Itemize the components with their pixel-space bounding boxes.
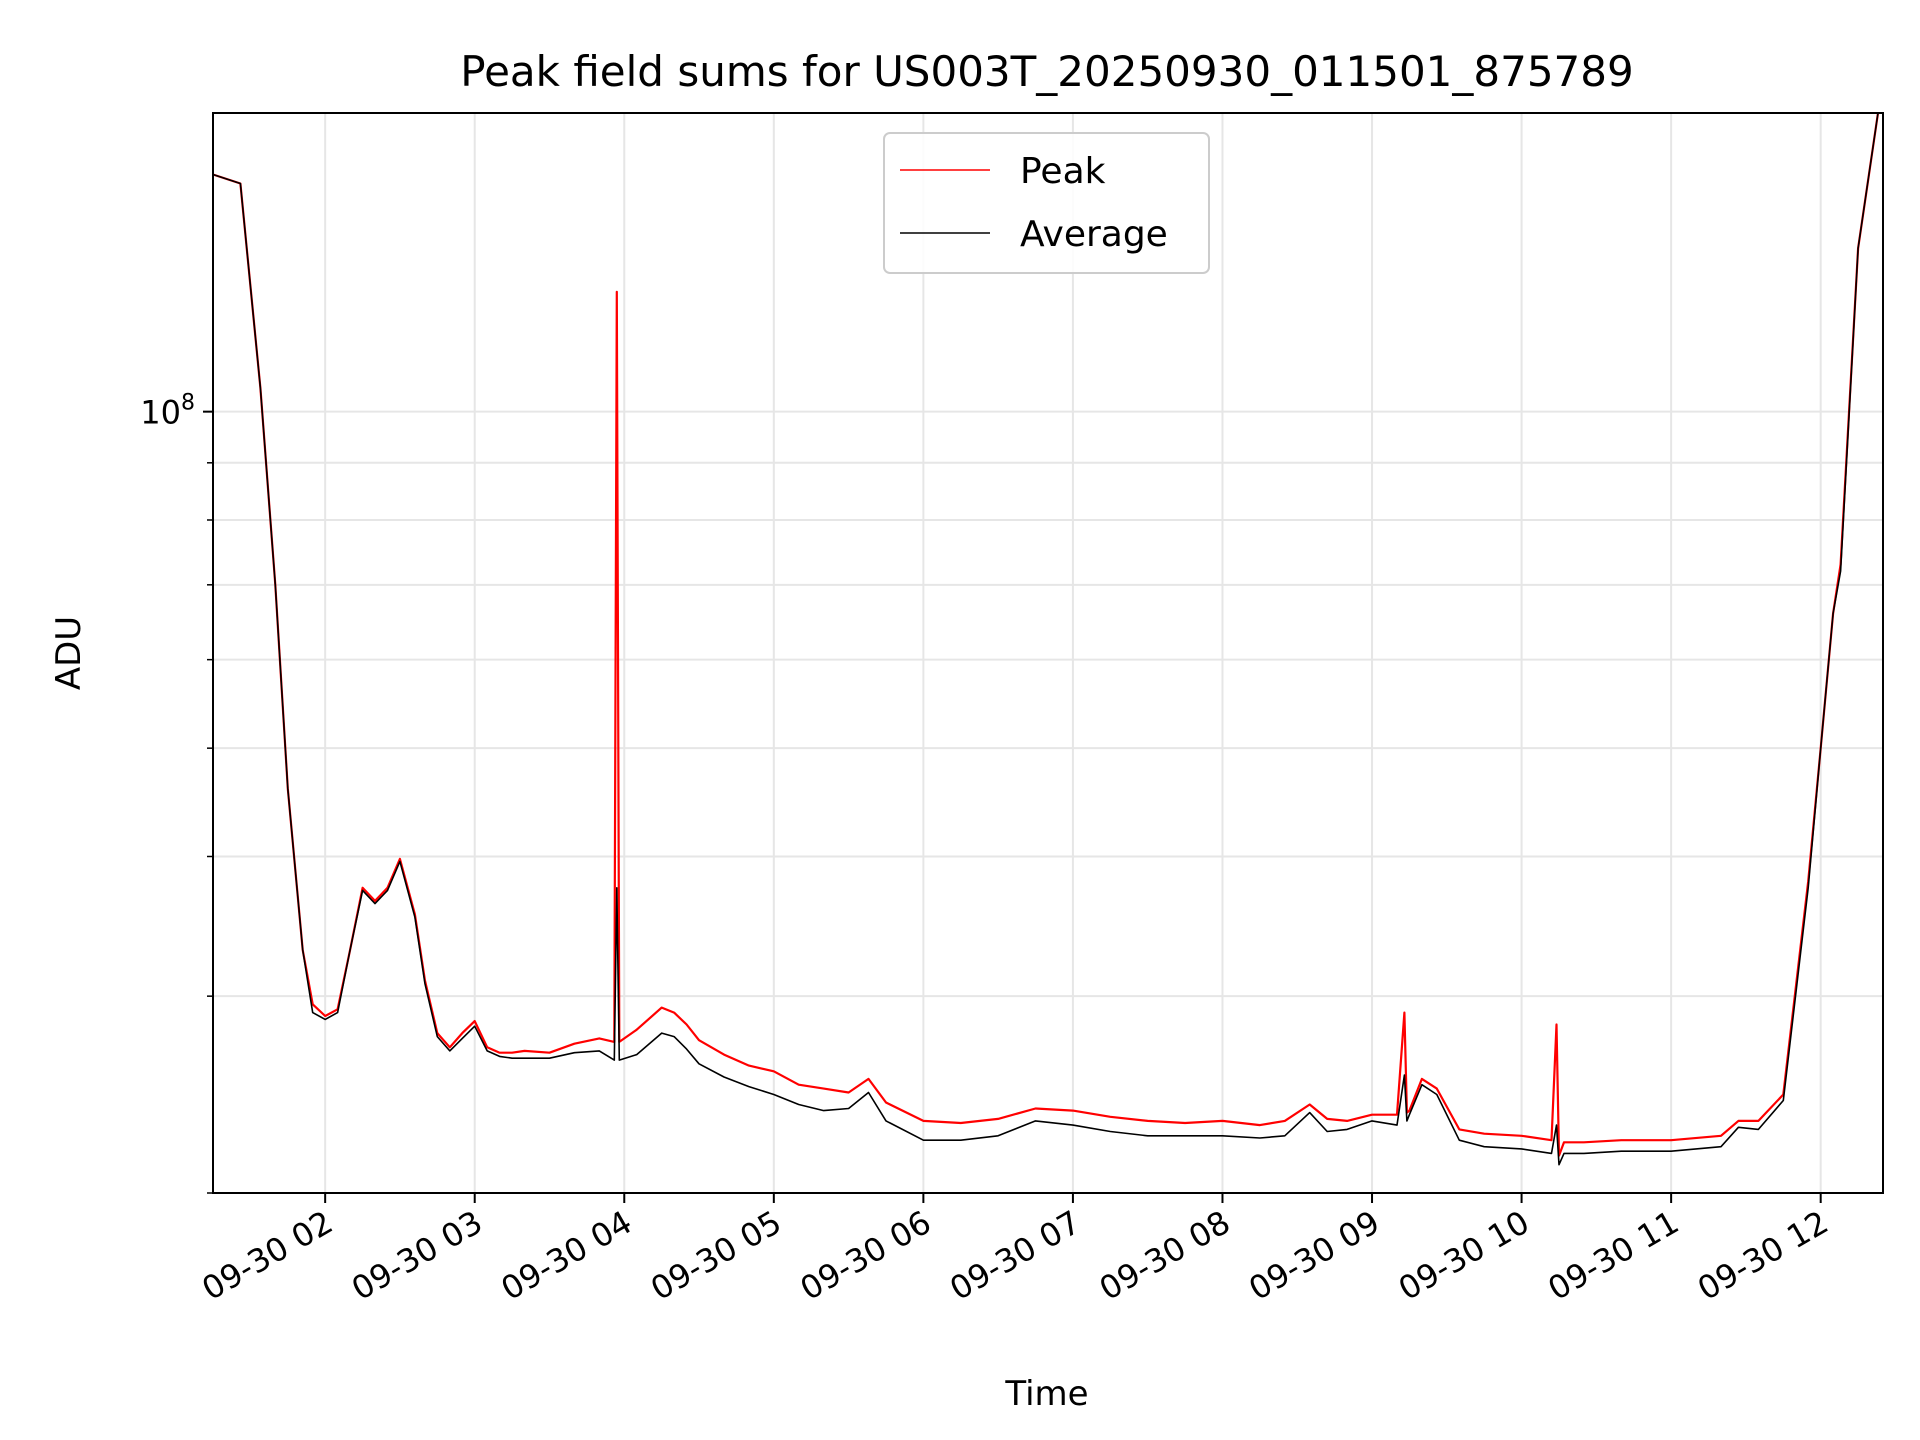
legend-box (883, 132, 1210, 274)
series-line-average (212, 112, 1879, 1166)
chart-title: Peak field sums for US003T_20250930_0115… (460, 47, 1633, 96)
x-axis-label: Time (1004, 1374, 1088, 1414)
plot-frame (212, 112, 1884, 1194)
legend-label-average: Average (1020, 214, 1168, 255)
legend: Peak Average (883, 132, 1210, 274)
grid-lines (213, 113, 1883, 1194)
y-axis-label: ADU (49, 616, 89, 690)
y-tick-label: 108 (140, 391, 195, 432)
y-axis: 108 (140, 391, 213, 1194)
legend-label-peak: Peak (1020, 151, 1106, 192)
series-layer (212, 112, 1880, 1166)
